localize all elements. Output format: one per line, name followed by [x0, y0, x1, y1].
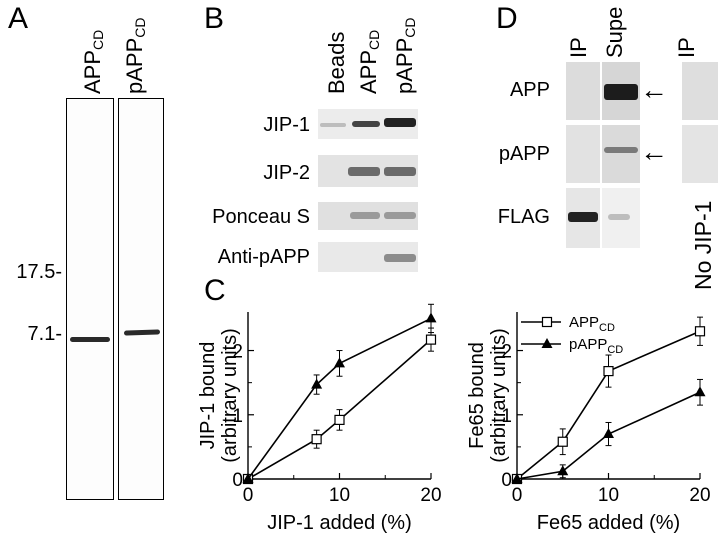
- x-tick-label: 0: [243, 485, 254, 506]
- blot-strip: [602, 125, 640, 183]
- marker-17-5: 17.5-: [16, 261, 62, 283]
- y-axis-label: (arbitrary units): [219, 328, 241, 462]
- gel-band: [123, 329, 161, 336]
- x-tick-label: 20: [420, 485, 441, 506]
- arrow-icon: ←: [640, 74, 668, 105]
- row-label-jip2: JIP-2: [263, 162, 310, 184]
- gel-band: [70, 337, 110, 342]
- data-point-triangle: [242, 473, 254, 483]
- data-point-triangle: [511, 473, 523, 483]
- chart-fe65-bound: Fe65 bound (arbitrary units) Fe65 added …: [466, 312, 711, 534]
- legend-label-main: APP: [569, 314, 599, 331]
- lane-label-app: APPCD: [80, 29, 106, 94]
- gel-lane-papp: [118, 98, 164, 500]
- blot-band: [384, 254, 416, 262]
- data-point-triangle: [557, 465, 569, 476]
- column-label-supe: Supe: [602, 6, 627, 58]
- arrow-icon: ←: [640, 136, 668, 167]
- row-label-ponceau: Ponceau S: [212, 206, 310, 228]
- blot-band: [604, 84, 638, 100]
- blot-band: [352, 121, 380, 127]
- blot-band: [384, 212, 416, 219]
- blot-band: [348, 167, 380, 176]
- panel-letter-b: B: [204, 2, 225, 35]
- blot-band: [350, 212, 380, 219]
- column-label-beads: Beads: [324, 31, 349, 94]
- blot-strip: [602, 62, 640, 120]
- row-label-papp: pAPP: [498, 143, 550, 165]
- row-label-anti-papp: Anti-pAPP: [217, 246, 310, 268]
- y-tick-label: 2: [501, 342, 512, 363]
- x-axis-label: Fe65 added (%): [537, 512, 680, 534]
- data-point-triangle: [694, 386, 706, 397]
- data-point-square: [311, 434, 322, 445]
- blot-strip: [682, 62, 718, 120]
- row-label-app: APP: [509, 79, 550, 101]
- legend-label-sub: CD: [607, 344, 623, 356]
- blot-strip: [682, 125, 718, 183]
- blot-strip: [566, 62, 600, 120]
- blot-strip-anti-papp: [318, 242, 418, 272]
- series-line: [516, 330, 701, 480]
- x-tick-label: 0: [512, 485, 523, 506]
- data-point-square: [425, 334, 437, 345]
- panel-letter-c: C: [204, 274, 226, 307]
- data-point-triangle: [425, 312, 437, 323]
- legend-label-main: pAPP: [569, 336, 607, 353]
- blot-strip: [602, 188, 640, 248]
- y-tick-label: 0: [501, 470, 512, 491]
- column-label-ip: IP: [566, 37, 591, 58]
- lane-label-papp: pAPPCD: [122, 17, 148, 95]
- gel-lane-app: [66, 98, 114, 500]
- x-tick-label: 10: [329, 485, 350, 506]
- series-line: [247, 339, 432, 480]
- blot-band: [384, 167, 416, 176]
- y-axis-label: (arbitrary units): [488, 328, 510, 462]
- blot-strip: [566, 188, 600, 248]
- data-point-triangle: [334, 357, 345, 368]
- blot-strip-ponceau: [318, 202, 418, 230]
- data-point-square: [603, 365, 614, 377]
- blot-strip: [566, 125, 600, 183]
- blot-band: [604, 147, 638, 153]
- panel-letter-a: A: [8, 2, 29, 35]
- series-line: [247, 317, 432, 480]
- marker-7-1: 7.1-: [27, 323, 62, 345]
- blot-strip-jip1: [318, 109, 418, 139]
- x-tick-label: 20: [689, 485, 710, 506]
- y-axis-label: Fe65 bound: [466, 342, 488, 449]
- blot-band: [568, 212, 598, 222]
- y-tick-label: 2: [232, 342, 243, 363]
- blot-band: [608, 214, 630, 220]
- chart-jip1-bound: JIP-1 bound (arbitrary units) JIP-1 adde…: [197, 303, 442, 534]
- column-label-app: APPCD: [356, 29, 382, 94]
- no-jip1-label: No JIP-1: [690, 200, 716, 290]
- legend-marker-square: [541, 316, 553, 328]
- data-point-triangle: [603, 428, 614, 439]
- row-label-jip1: JIP-1: [263, 114, 310, 136]
- blot-band: [384, 118, 416, 127]
- legend-marker-triangle: [541, 338, 553, 348]
- blot-strip-jip2: [318, 155, 418, 187]
- data-point-triangle: [311, 378, 323, 389]
- y-tick-label: 0: [232, 470, 243, 491]
- x-tick-label: 10: [598, 485, 619, 506]
- y-tick-label: 1: [501, 406, 512, 427]
- legend-label-sub: CD: [599, 322, 615, 334]
- data-point-square: [557, 436, 568, 447]
- column-label-ip-nojip: IP: [674, 37, 699, 58]
- series-line: [516, 391, 701, 480]
- column-label-papp: pAPPCD: [392, 17, 418, 95]
- x-axis-label: JIP-1 added (%): [267, 512, 412, 534]
- legend-label: pAPPCD: [569, 336, 623, 356]
- blot-band: [320, 123, 346, 127]
- data-point-square: [334, 414, 345, 426]
- legend-label: APPCD: [569, 314, 615, 334]
- data-point-square: [694, 326, 706, 337]
- y-tick-label: 1: [232, 406, 243, 427]
- panel-letter-d: D: [496, 2, 518, 35]
- row-label-flag: FLAG: [497, 206, 550, 228]
- y-axis-label: JIP-1 bound: [197, 342, 219, 450]
